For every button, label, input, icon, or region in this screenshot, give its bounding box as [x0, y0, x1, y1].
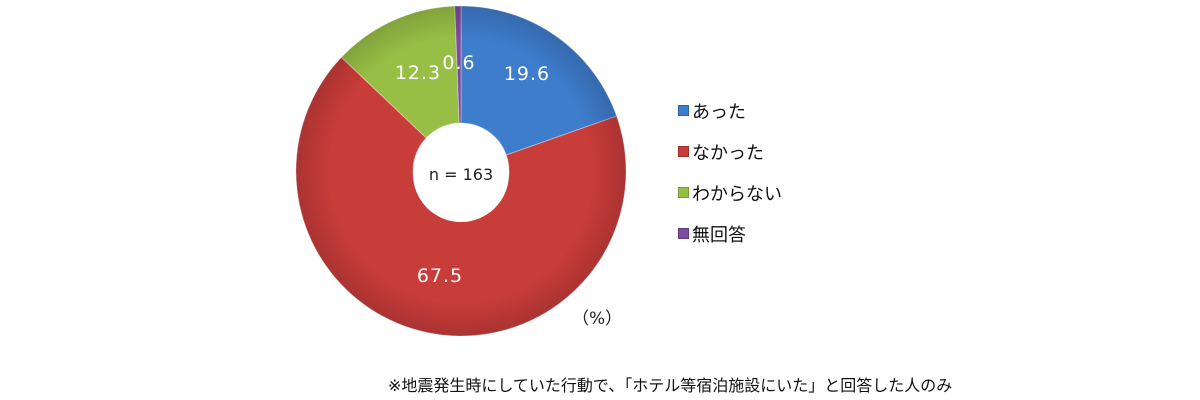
- legend-item: わからない: [678, 172, 782, 213]
- legend-label: わからない: [692, 183, 782, 205]
- footnote: ※地震発生時にしていた行動で、「ホテル等宿泊施設にいた」と回答した人のみ: [388, 376, 953, 395]
- unit-label: （%）: [572, 309, 623, 329]
- legend-item: あった: [678, 90, 782, 131]
- legend-item: 無回答: [678, 213, 782, 254]
- legend-swatch: [678, 105, 689, 116]
- legend-item: なかった: [678, 131, 782, 172]
- donut-hole: [413, 126, 509, 222]
- data-label: 0.6: [442, 52, 475, 74]
- data-label: 67.5: [417, 265, 463, 287]
- legend-label: 無回答: [692, 224, 746, 246]
- legend-swatch: [678, 187, 689, 198]
- legend-label: あった: [692, 101, 746, 123]
- data-label: 19.6: [504, 63, 550, 85]
- legend-swatch: [678, 228, 689, 239]
- legend: あった なかった わからない 無回答: [678, 90, 782, 254]
- legend-swatch: [678, 146, 689, 157]
- data-label: 12.3: [395, 62, 441, 84]
- center-label: n = 163: [429, 165, 493, 184]
- legend-label: なかった: [692, 142, 764, 164]
